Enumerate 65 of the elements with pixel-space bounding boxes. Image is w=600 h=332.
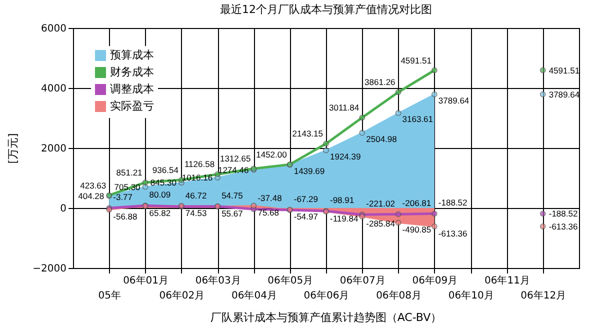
x-tick-label: 05年 bbox=[98, 290, 122, 302]
data-label: 3011.84 bbox=[329, 102, 360, 113]
x-tick-label: 06年07月 bbox=[340, 274, 386, 286]
data-label: -285.84 bbox=[366, 218, 396, 229]
data-label: 75.68 bbox=[258, 208, 280, 218]
data-label: -67.29 bbox=[294, 194, 318, 204]
data-label: 2143.15 bbox=[292, 128, 324, 139]
data-label: -98.91 bbox=[330, 194, 354, 205]
x-tick-label: 06年08月 bbox=[376, 290, 422, 302]
x-tick-label: 06年03月 bbox=[195, 274, 241, 286]
data-label: 80.09 bbox=[149, 190, 171, 200]
x-tick-label: 06年01月 bbox=[123, 274, 169, 286]
data-label: 46.72 bbox=[185, 190, 207, 201]
y-tick-label: 0 bbox=[60, 204, 66, 214]
legend-label: 预算成本 bbox=[110, 48, 154, 62]
data-label: 55.67 bbox=[222, 208, 244, 218]
legend-label: 财务成本 bbox=[110, 66, 154, 78]
y-tick-label: 2000 bbox=[41, 144, 66, 154]
text: 厂队累计成本与预算产值累计趋势图（AC-BV） bbox=[210, 311, 442, 324]
data-label: 1452.00 bbox=[256, 149, 288, 160]
data-label: 3861.26 bbox=[364, 77, 396, 88]
data-label: -613.36 bbox=[438, 228, 468, 238]
y-tick-label: 6000 bbox=[41, 24, 66, 34]
x-tick-label: 06年04月 bbox=[231, 290, 277, 302]
data-label: 3789.64 bbox=[548, 89, 580, 100]
data-label: -119.84 bbox=[330, 214, 358, 224]
x-tick-label: 06年02月 bbox=[159, 290, 205, 302]
y-tick-label: 4000 bbox=[41, 84, 66, 94]
x-tick-label: 06年10月 bbox=[448, 290, 494, 302]
data-label: -221.02 bbox=[366, 198, 396, 209]
chart-title: 最近12个月厂队成本与预算产值情况对比图 bbox=[220, 3, 432, 16]
data-label: -490.85 bbox=[402, 224, 432, 235]
data-label: 2504.98 bbox=[366, 134, 398, 144]
data-label: 74.53 bbox=[185, 208, 207, 218]
data-label: 54.75 bbox=[222, 190, 244, 200]
data-label: -613.36 bbox=[548, 221, 578, 232]
data-label: -3.77 bbox=[113, 192, 133, 202]
data-label: -56.88 bbox=[113, 212, 138, 222]
data-label: -37.48 bbox=[258, 193, 282, 204]
data-label: 3789.64 bbox=[438, 95, 470, 106]
data-label: 3163.61 bbox=[402, 114, 434, 124]
data-label: -54.97 bbox=[294, 212, 318, 222]
x-tick-label: 06年05月 bbox=[268, 274, 314, 286]
data-label: 65.82 bbox=[149, 208, 171, 218]
data-label: -206.81 bbox=[402, 198, 432, 208]
data-label: -188.52 bbox=[438, 198, 468, 208]
data-label: -188.52 bbox=[548, 208, 578, 219]
y-axis-title: [万元] bbox=[6, 133, 20, 164]
legend-label: 实际盈亏 bbox=[110, 100, 154, 112]
data-label: 851.21 bbox=[116, 167, 143, 178]
data-label: 423.63 bbox=[80, 180, 106, 190]
y-tick-label: −2000 bbox=[32, 264, 66, 274]
data-label: 1312.65 bbox=[220, 154, 251, 164]
x-tick-label: 06年12月 bbox=[520, 290, 566, 302]
data-label: 1126.58 bbox=[184, 159, 215, 170]
x-tick-label: 06年11月 bbox=[484, 274, 530, 286]
data-label: 4591.51 bbox=[400, 55, 432, 66]
x-tick-label: 06年09月 bbox=[412, 274, 458, 286]
data-label: 936.54 bbox=[152, 164, 179, 175]
x-tick-label: 06年06月 bbox=[304, 290, 350, 302]
data-label: 4591.51 bbox=[548, 65, 580, 76]
data-label: 404.28 bbox=[78, 190, 104, 201]
legend-label: 调整成本 bbox=[110, 82, 154, 96]
data-label: 1439.69 bbox=[294, 166, 325, 176]
data-label: 1924.39 bbox=[330, 151, 361, 162]
